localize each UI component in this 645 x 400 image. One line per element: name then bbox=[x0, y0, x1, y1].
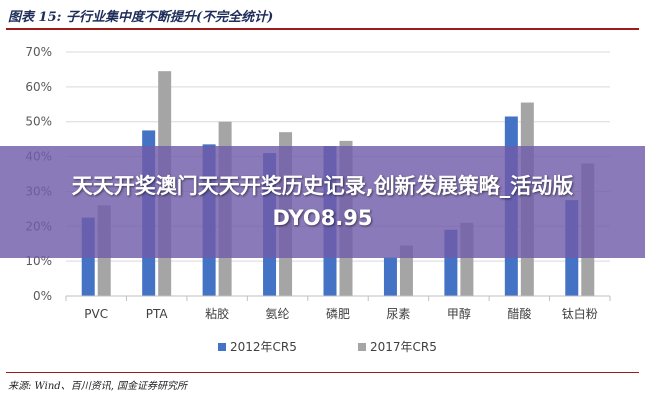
source-divider bbox=[6, 372, 639, 373]
x-category-label: PTA bbox=[146, 307, 169, 321]
x-category-label: 钛白粉 bbox=[562, 306, 598, 321]
legend-swatch bbox=[358, 343, 366, 351]
x-axis-labels: PVC PTA 粘胶 氨纶 磷肥 尿素 甲醇 醋酸 钛白粉 bbox=[84, 306, 597, 321]
bar-2017-5 bbox=[399, 245, 413, 296]
x-category-label: 磷肥 bbox=[326, 306, 350, 321]
legend-swatch bbox=[218, 343, 226, 351]
legend-label: 2012年CR5 bbox=[230, 340, 297, 354]
figure-title: 图表 15: 子行业集中度不断提升(不完全统计) bbox=[8, 10, 274, 25]
promo-overlay-text[interactable]: 天天开奖澳门天天开奖历史记录,创新发展策略_活动版DYO8.95 bbox=[71, 174, 574, 230]
x-category-label: 甲醇 bbox=[447, 306, 471, 321]
title-divider bbox=[6, 28, 639, 30]
source-note: 来源: Wind、百川资讯, 国金证券研究所 bbox=[8, 381, 188, 392]
x-category-label: PVC bbox=[84, 307, 108, 321]
legend: 2012年CR5 2017年CR5 bbox=[218, 340, 437, 354]
y-tick-label: 50% bbox=[25, 115, 52, 129]
x-category-label: 氨纶 bbox=[266, 307, 290, 321]
promo-overlay-banner[interactable]: 天天开奖澳门天天开奖历史记录,创新发展策略_活动版DYO8.95 bbox=[0, 146, 645, 258]
x-category-label: 醋酸 bbox=[507, 306, 531, 321]
y-tick-label: 70% bbox=[25, 45, 52, 59]
y-tick-label: 60% bbox=[25, 80, 52, 94]
x-axis bbox=[65, 295, 611, 301]
x-category-label: 粘胶 bbox=[205, 306, 229, 321]
legend-label: 2017年CR5 bbox=[370, 340, 437, 354]
x-category-label: 尿素 bbox=[386, 307, 410, 321]
y-tick-label: 0% bbox=[33, 289, 52, 303]
bar-2012-5 bbox=[383, 257, 397, 296]
